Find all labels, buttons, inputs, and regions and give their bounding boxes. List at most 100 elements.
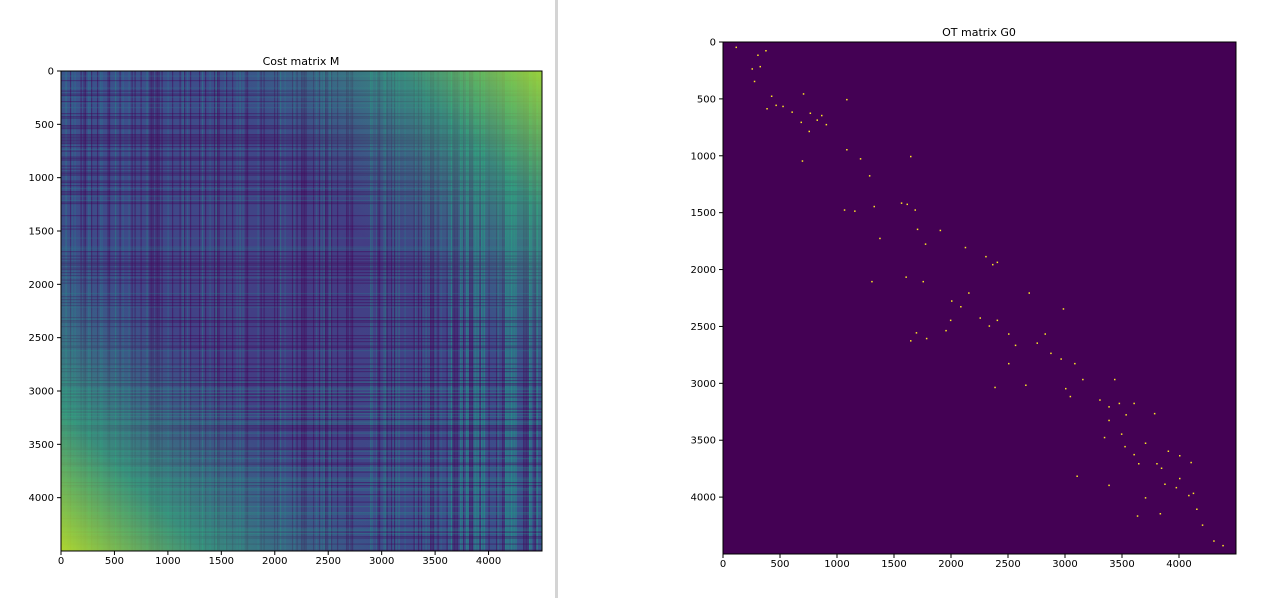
ot-nonzero-point bbox=[1138, 463, 1140, 465]
ot-nonzero-point bbox=[1179, 477, 1181, 480]
cost-matrix-chart: Cost matrix M 0 500 1000 1500 2000 2500 3000 35… bbox=[29, 55, 543, 567]
ot-nonzero-point bbox=[1076, 475, 1078, 477]
x-tick-label: 1000 bbox=[824, 559, 849, 570]
ot-nonzero-point bbox=[996, 261, 999, 264]
ot-nonzero-point bbox=[922, 280, 924, 283]
x-tick-label: 2000 bbox=[938, 559, 963, 570]
chart-title: Cost matrix M bbox=[263, 55, 340, 68]
ot-nonzero-point bbox=[994, 386, 996, 389]
y-tick-label: 3000 bbox=[29, 387, 54, 398]
ot-nonzero-point bbox=[735, 46, 737, 49]
ot-nonzero-point bbox=[1014, 344, 1017, 347]
x-tick-label: 3000 bbox=[369, 556, 394, 567]
window-divider[interactable] bbox=[555, 0, 558, 598]
y-tick-label: 2000 bbox=[29, 280, 54, 291]
ot-nonzero-point bbox=[846, 98, 848, 101]
y-tick-label: 500 bbox=[697, 94, 716, 105]
ot-nonzero-point bbox=[925, 337, 928, 340]
ot-nonzero-point bbox=[1160, 467, 1163, 469]
ot-nonzero-point bbox=[1062, 308, 1065, 310]
ot-nonzero-point bbox=[1118, 402, 1121, 405]
ot-nonzero-point bbox=[916, 228, 919, 231]
ot-nonzero-point bbox=[757, 54, 759, 56]
ot-nonzero-point bbox=[905, 276, 907, 278]
ot-nonzero-point bbox=[800, 121, 802, 124]
ot-nonzero-point bbox=[801, 160, 804, 162]
y-tick-label: 4000 bbox=[29, 493, 54, 504]
ot-nonzero-point bbox=[871, 280, 873, 283]
ot-nonzero-point bbox=[900, 202, 903, 204]
ot-nonzero-point bbox=[910, 155, 912, 158]
x-tick-label: 1000 bbox=[155, 556, 180, 567]
ot-nonzero-point bbox=[821, 114, 823, 117]
ot-nonzero-point bbox=[1167, 450, 1170, 452]
ot-nonzero-point bbox=[1044, 333, 1046, 335]
ot-nonzero-point bbox=[1028, 292, 1030, 294]
ot-nonzero-point bbox=[1036, 342, 1038, 344]
y-tick-label: 2000 bbox=[691, 265, 716, 276]
ot-nonzero-point bbox=[809, 112, 812, 114]
ot-nonzero-point bbox=[1074, 362, 1076, 365]
y-tick-label: 3500 bbox=[691, 436, 716, 447]
ot-nonzero-point bbox=[1125, 414, 1127, 416]
y-axis: 0 500 1000 1500 2000 2500 3000 3500 4000 bbox=[29, 67, 61, 504]
ot-nonzero-point bbox=[1060, 358, 1062, 360]
ot-nonzero-point bbox=[1120, 433, 1123, 435]
axes-frame bbox=[60, 70, 543, 552]
x-tick-label: 3000 bbox=[1052, 559, 1077, 570]
axes-frame bbox=[722, 41, 1237, 555]
ot-nonzero-point bbox=[765, 50, 767, 52]
ot-nonzero-point bbox=[782, 105, 784, 108]
x-tick-label: 500 bbox=[105, 556, 124, 567]
ot-nonzero-point bbox=[968, 292, 970, 294]
x-tick-label: 3500 bbox=[422, 556, 447, 567]
ot-nonzero-point bbox=[1201, 524, 1204, 526]
ot-nonzero-point bbox=[1192, 492, 1195, 495]
ot-nonzero-point bbox=[1008, 333, 1010, 335]
x-tick-label: 4000 bbox=[1166, 559, 1191, 570]
heatmap-bottom-left-glow bbox=[61, 71, 542, 551]
ot-nonzero-point bbox=[910, 340, 912, 342]
ot-nonzero-point bbox=[924, 243, 927, 245]
ot-nonzero-point bbox=[1179, 455, 1181, 457]
y-tick-label: 0 bbox=[710, 38, 716, 49]
ot-nonzero-point bbox=[868, 175, 871, 177]
ot-nonzero-point bbox=[1144, 442, 1147, 444]
ot-matrix-figure: OT matrix G0 0 500 1000 1500 2000 2500 3000 350… bbox=[558, 0, 1280, 598]
ot-nonzero-point bbox=[945, 329, 947, 332]
ot-nonzero-point bbox=[808, 130, 810, 133]
x-tick-label: 0 bbox=[58, 556, 64, 567]
ot-nonzero-point bbox=[1099, 399, 1101, 401]
ot-nonzero-point bbox=[1175, 486, 1178, 489]
ot-nonzero-point bbox=[988, 325, 991, 327]
ot-nonzero-point bbox=[915, 332, 918, 334]
ot-nonzero-point bbox=[1153, 412, 1156, 415]
ot-nonzero-point bbox=[1050, 352, 1052, 355]
ot-nonzero-point bbox=[1133, 453, 1135, 456]
ot-nonzero-point bbox=[1164, 483, 1166, 485]
y-tick-label: 3500 bbox=[29, 440, 54, 451]
x-tick-label: 3500 bbox=[1109, 559, 1134, 570]
ot-nonzero-point bbox=[992, 263, 994, 266]
ot-nonzero-point bbox=[770, 95, 773, 97]
ot-nonzero-point bbox=[996, 319, 999, 322]
ot-nonzero-point bbox=[766, 108, 768, 110]
ot-nonzero-point bbox=[1025, 384, 1027, 386]
y-tick-label: 1500 bbox=[691, 208, 716, 219]
x-tick-label: 2000 bbox=[262, 556, 287, 567]
ot-nonzero-point bbox=[791, 111, 793, 113]
ot-nonzero-point bbox=[1124, 445, 1126, 448]
x-tick-label: 1500 bbox=[209, 556, 234, 567]
cost-matrix-figure: Cost matrix M 0 500 1000 1500 2000 2500 3000 35… bbox=[0, 0, 555, 598]
ot-nonzero-point bbox=[873, 205, 875, 208]
ot-nonzero-point bbox=[1190, 461, 1192, 464]
ot-nonzero-point bbox=[1156, 463, 1158, 465]
y-tick-label: 2500 bbox=[691, 322, 716, 333]
ot-nonzero-point bbox=[879, 237, 881, 240]
ot-nonzero-point bbox=[751, 68, 753, 70]
heatmap-area bbox=[61, 71, 542, 551]
ot-matrix-chart: OT matrix G0 0 500 1000 1500 2000 2500 3000 350… bbox=[691, 26, 1237, 570]
ot-nonzero-point bbox=[775, 104, 777, 107]
ot-nonzero-point bbox=[1222, 544, 1224, 547]
ot-nonzero-point bbox=[859, 158, 862, 160]
